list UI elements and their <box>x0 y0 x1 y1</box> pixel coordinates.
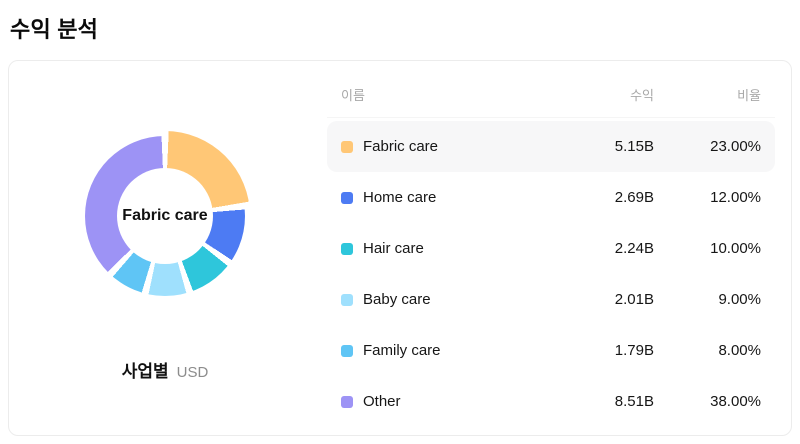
series-revenue: 1.79B <box>614 342 654 359</box>
revenue-table: 이름 수익 비율 Fabric care 5.15B 23.00% Home care… <box>321 61 791 435</box>
series-color-swatch <box>341 242 353 255</box>
table-header-row: 이름 수익 비율 <box>327 85 775 118</box>
series-name: Hair care <box>363 240 424 257</box>
series-color-swatch <box>341 395 353 408</box>
series-ratio: 8.00% <box>718 342 761 359</box>
donut-chart[interactable]: Fabric care <box>80 131 250 301</box>
series-name-cell: Fabric care <box>341 138 559 155</box>
series-name: Home care <box>363 189 437 206</box>
series-revenue: 2.01B <box>614 291 654 308</box>
table-row[interactable]: Fabric care 5.15B 23.00% <box>327 121 775 172</box>
column-header-ratio: 비율 <box>737 88 761 103</box>
series-name-cell: Home care <box>341 189 559 206</box>
table-row[interactable]: Baby care 2.01B 9.00% <box>327 274 775 325</box>
series-color-swatch <box>341 344 353 357</box>
series-revenue: 2.69B <box>614 189 654 206</box>
series-ratio: 9.00% <box>718 291 761 308</box>
revenue-analysis-card: Fabric care 사업별 USD 이름 수익 비율 Fabric care… <box>8 60 792 436</box>
column-header-name: 이름 <box>341 88 365 103</box>
series-name-cell: Other <box>341 393 559 410</box>
chart-caption: 사업별 USD <box>122 357 209 382</box>
series-revenue: 5.15B <box>614 138 654 155</box>
series-color-swatch <box>341 191 353 204</box>
series-color-swatch <box>341 140 353 153</box>
series-ratio: 10.00% <box>710 240 761 257</box>
column-header-revenue: 수익 <box>630 88 654 103</box>
series-name: Baby care <box>363 291 431 308</box>
series-name-cell: Baby care <box>341 291 559 308</box>
donut-center-label: Fabric care <box>122 207 208 225</box>
table-row[interactable]: Home care 2.69B 12.00% <box>327 172 775 223</box>
series-ratio: 23.00% <box>710 138 761 155</box>
revenue-table-body: Fabric care 5.15B 23.00% Home care 2.69B 12.0… <box>327 121 775 427</box>
series-name-cell: Hair care <box>341 240 559 257</box>
table-row[interactable]: Other 8.51B 38.00% <box>327 376 775 427</box>
series-name: Other <box>363 393 401 410</box>
table-row[interactable]: Hair care 2.24B 10.00% <box>327 223 775 274</box>
series-ratio: 38.00% <box>710 393 761 410</box>
chart-caption-label: 사업별 <box>121 362 169 381</box>
table-row[interactable]: Family care 1.79B 8.00% <box>327 325 775 376</box>
page-title: 수익 분석 <box>10 17 99 42</box>
series-ratio: 12.00% <box>710 189 761 206</box>
series-revenue: 2.24B <box>614 240 654 257</box>
series-name: Fabric care <box>363 138 439 155</box>
series-color-swatch <box>341 293 353 306</box>
series-name: Family care <box>363 342 441 359</box>
donut-chart-section: Fabric care 사업별 USD <box>9 61 321 435</box>
series-revenue: 8.51B <box>614 393 654 410</box>
chart-caption-unit: USD <box>176 364 209 381</box>
donut-center: Fabric care <box>117 168 213 264</box>
series-name-cell: Family care <box>341 342 559 359</box>
